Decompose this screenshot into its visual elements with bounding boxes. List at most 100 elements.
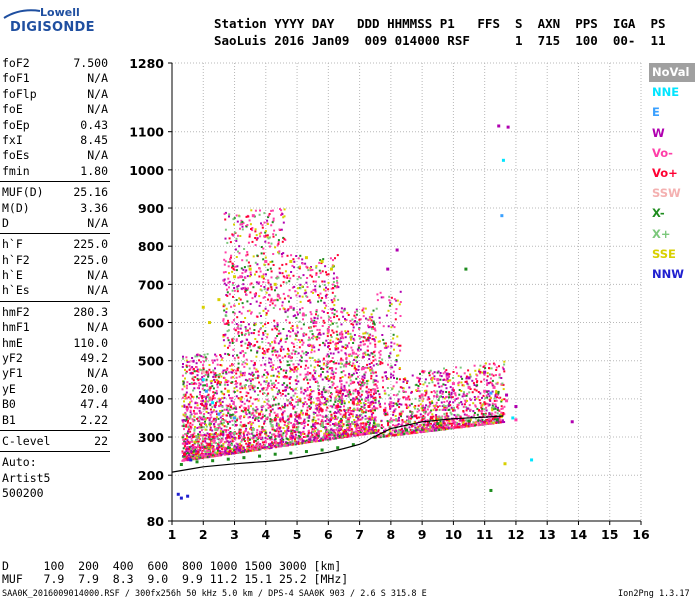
echo-pixel <box>286 364 289 367</box>
echo-pixel <box>278 228 281 231</box>
echo-pixel <box>361 309 364 312</box>
echo-pixel <box>348 342 350 345</box>
echo-pixel <box>394 364 397 366</box>
echo-pixel <box>330 419 332 421</box>
echo-pixel <box>266 234 269 237</box>
echo-pixel <box>350 433 353 436</box>
echo-pixel <box>366 382 369 385</box>
echo-pixel <box>321 393 324 396</box>
echo-pixel <box>440 385 443 388</box>
echo-pixel <box>350 398 352 401</box>
echo-pixel <box>306 416 309 419</box>
echo-pixel <box>336 333 339 336</box>
echo-pixel <box>281 393 284 395</box>
echo-pixel <box>316 399 319 402</box>
echo-pixel <box>192 454 195 456</box>
echo-pixel <box>340 340 343 343</box>
echo-pixel <box>319 292 322 295</box>
echo-pixel <box>251 432 253 435</box>
echo-pixel <box>356 402 359 405</box>
echo-pixel <box>370 413 373 416</box>
echo-pixel <box>196 437 199 440</box>
echo-pixel <box>326 438 329 441</box>
echo-pixel <box>343 307 346 310</box>
y-tick-label: 300 <box>138 430 164 445</box>
echo-pixel <box>289 400 292 403</box>
echo-pixel <box>250 332 253 335</box>
echo-pixel <box>235 372 238 375</box>
param-row: B0 47.4 <box>0 397 112 412</box>
echo-pixel <box>368 336 371 339</box>
echo-pixel <box>329 433 332 436</box>
echo-pixel <box>421 427 423 430</box>
echo-pixel <box>222 339 225 342</box>
echo-pixel <box>244 328 247 330</box>
echo-pixel <box>289 370 292 373</box>
echo-pixel <box>314 381 317 383</box>
echo-pixel <box>320 368 323 370</box>
echo-pixel <box>372 381 375 384</box>
echo-pixel <box>418 399 421 402</box>
echo-pixel <box>383 389 386 392</box>
echo-pixel <box>298 295 301 298</box>
echo-pixel <box>249 342 251 345</box>
echo-pixel <box>224 237 227 240</box>
param-name: foEs <box>2 148 30 163</box>
echo-pixel <box>288 382 291 385</box>
echo-pixel <box>199 383 202 386</box>
echo-pixel <box>254 363 256 366</box>
echo-pixel <box>286 384 289 387</box>
echo-pixel <box>354 430 357 433</box>
param-name: yF1 <box>2 366 23 381</box>
echo-pixel <box>188 403 191 406</box>
echo-pixel <box>204 455 207 458</box>
echo-pixel <box>323 402 326 405</box>
echo-pixel <box>482 415 485 418</box>
echo-pixel <box>308 299 311 302</box>
echo-pixel <box>305 441 308 444</box>
echo-pixel <box>248 233 251 236</box>
echo-pixel <box>322 357 325 360</box>
echo-pixel <box>233 312 236 315</box>
echo-pixel <box>251 384 254 387</box>
echo-pixel <box>233 231 236 234</box>
echo-pixel <box>204 403 207 406</box>
echo-pixel <box>235 269 238 272</box>
echo-pixel <box>244 407 247 410</box>
echo-pixel <box>332 382 335 385</box>
echo-pixel <box>221 423 224 426</box>
echo-pixel <box>257 444 260 447</box>
echo-pixel <box>314 422 317 424</box>
echo-pixel <box>352 397 355 400</box>
echo-pixel <box>341 433 344 436</box>
echo-pixel <box>288 280 291 283</box>
echo-pixel <box>289 357 292 360</box>
echo-pixel <box>278 427 281 430</box>
echo-pixel <box>193 428 196 431</box>
echo-pixel <box>224 369 227 372</box>
echo-pixel <box>362 355 365 358</box>
echo-pixel <box>358 322 361 325</box>
echo-pixel <box>208 364 211 366</box>
echo-pixel <box>291 443 294 446</box>
echo-pixel <box>183 457 186 460</box>
echo-pixel <box>217 444 220 447</box>
echo-pixel <box>500 405 503 408</box>
echo-pixel <box>264 432 267 435</box>
echo-pixel <box>254 398 257 401</box>
echo-pixel <box>261 436 264 439</box>
echo-pixel <box>310 317 313 320</box>
echo-pixel <box>216 413 218 416</box>
echo-pixel <box>366 430 368 433</box>
echo-pixel <box>250 445 253 448</box>
echo-pixel <box>203 413 206 415</box>
echo-pixel <box>226 381 229 384</box>
echo-pixel <box>299 287 302 290</box>
echo-pixel <box>207 412 210 414</box>
echo-pixel <box>345 356 348 359</box>
x-tick-label: 16 <box>632 527 650 542</box>
echo-pixel <box>231 381 234 384</box>
echo-pixel <box>187 446 190 448</box>
echo-pixel <box>195 439 198 442</box>
echo-pixel <box>245 424 247 427</box>
